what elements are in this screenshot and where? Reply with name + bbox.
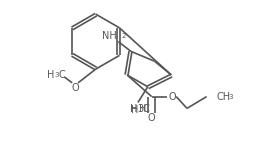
- Text: O: O: [71, 83, 79, 93]
- Text: CH: CH: [217, 92, 231, 102]
- Text: 2: 2: [121, 33, 126, 39]
- Text: C: C: [58, 70, 65, 80]
- Text: H: H: [47, 70, 55, 80]
- Text: O: O: [148, 113, 155, 123]
- Text: 3: 3: [228, 94, 233, 100]
- Text: H: H: [130, 105, 138, 115]
- Text: H: H: [130, 104, 137, 114]
- Text: NH: NH: [102, 31, 116, 41]
- Text: 3C: 3C: [137, 104, 150, 114]
- Text: 3: 3: [55, 72, 59, 78]
- Text: O: O: [168, 92, 176, 102]
- Text: H: H: [139, 104, 146, 114]
